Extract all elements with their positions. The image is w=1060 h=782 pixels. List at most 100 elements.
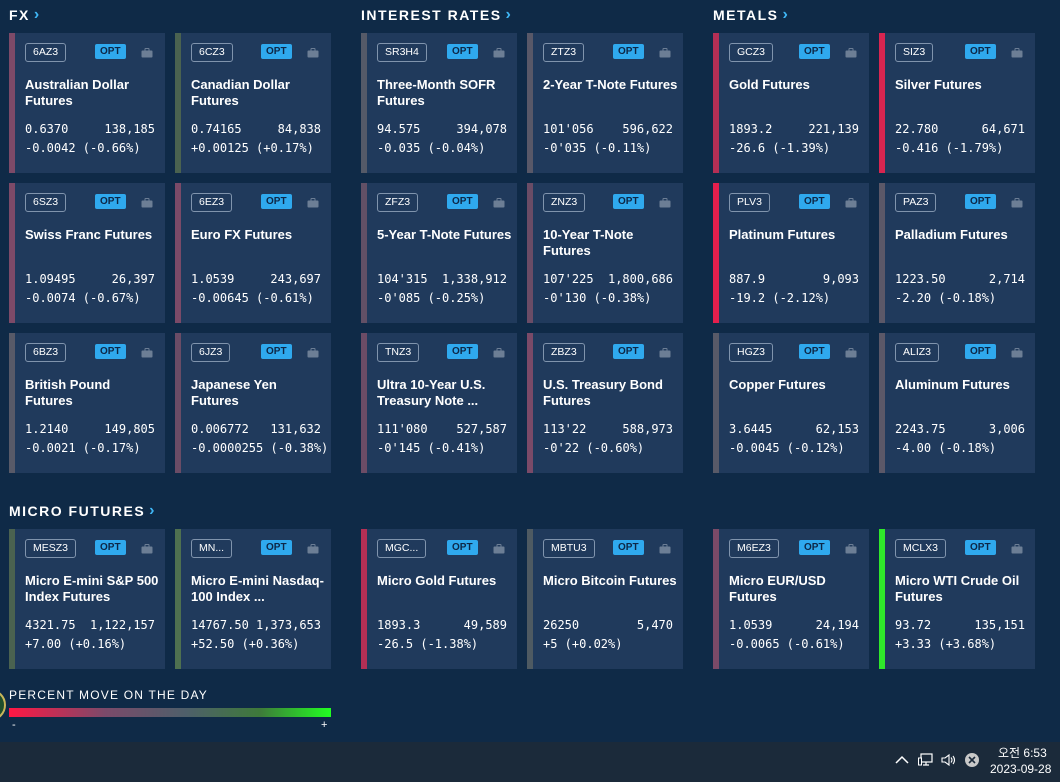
- symbol-badge[interactable]: 6SZ3: [25, 193, 67, 212]
- options-button[interactable]: OPT: [447, 44, 478, 59]
- briefcase-icon[interactable]: [659, 541, 671, 554]
- options-button[interactable]: OPT: [261, 44, 292, 59]
- contract-name[interactable]: Palladium Futures: [895, 227, 1008, 242]
- briefcase-icon[interactable]: [845, 45, 857, 58]
- options-button[interactable]: OPT: [95, 344, 126, 359]
- symbol-badge[interactable]: PAZ3: [895, 193, 937, 212]
- tray-chevron-up-icon[interactable]: [894, 752, 910, 768]
- contract-name[interactable]: U.S. Treasury Bond Futures: [543, 377, 663, 408]
- symbol-badge[interactable]: ZTZ3: [543, 43, 585, 62]
- contract-name[interactable]: Euro FX Futures: [191, 227, 293, 242]
- options-button[interactable]: OPT: [613, 540, 644, 555]
- symbol-badge[interactable]: PLV3: [729, 193, 770, 212]
- options-button[interactable]: OPT: [447, 344, 478, 359]
- futures-card[interactable]: 6AZ3 OPT Australian Dollar Futures 0.6370 13…: [9, 33, 165, 173]
- futures-card[interactable]: TNZ3 OPT Ultra 10-Year U.S. Treasury Note …: [361, 333, 517, 473]
- briefcase-icon[interactable]: [659, 195, 671, 208]
- briefcase-icon[interactable]: [493, 345, 505, 358]
- options-button[interactable]: OPT: [799, 194, 830, 209]
- briefcase-icon[interactable]: [141, 195, 153, 208]
- futures-card[interactable]: ZNZ3 OPT 10-Year T-Note Futures 107'225 1,80…: [527, 183, 683, 323]
- futures-card[interactable]: MCLX3 OPT Micro WTI Crude Oil Futures 93.72…: [879, 529, 1035, 669]
- futures-card[interactable]: 6SZ3 OPT Swiss Franc Futures 1.09495 26,397 -…: [9, 183, 165, 323]
- options-button[interactable]: OPT: [799, 540, 830, 555]
- options-button[interactable]: OPT: [261, 344, 292, 359]
- volume-icon[interactable]: [941, 752, 957, 768]
- symbol-badge[interactable]: 6JZ3: [191, 343, 231, 362]
- symbol-badge[interactable]: GCZ3: [729, 43, 774, 62]
- options-button[interactable]: OPT: [95, 194, 126, 209]
- futures-card[interactable]: SIZ3 OPT Silver Futures 22.780 64,671 -0.416 …: [879, 33, 1035, 173]
- symbol-badge[interactable]: 6EZ3: [191, 193, 233, 212]
- briefcase-icon[interactable]: [845, 541, 857, 554]
- symbol-badge[interactable]: 6BZ3: [25, 343, 67, 362]
- section-interest-rates[interactable]: INTEREST RATES ›: [361, 7, 512, 24]
- contract-name[interactable]: Micro WTI Crude Oil Futures: [895, 573, 1020, 604]
- options-button[interactable]: OPT: [447, 194, 478, 209]
- contract-name[interactable]: Platinum Futures: [729, 227, 836, 242]
- briefcase-icon[interactable]: [1011, 195, 1023, 208]
- contract-name[interactable]: Aluminum Futures: [895, 377, 1010, 392]
- symbol-badge[interactable]: TNZ3: [377, 343, 420, 362]
- contract-name[interactable]: Micro Gold Futures: [377, 573, 497, 588]
- contract-name[interactable]: Ultra 10-Year U.S. Treasury Note ...: [377, 377, 486, 408]
- symbol-badge[interactable]: 6AZ3: [25, 43, 67, 62]
- futures-card[interactable]: 6JZ3 OPT Japanese Yen Futures 0.006772 131,6…: [175, 333, 331, 473]
- futures-card[interactable]: ZFZ3 OPT 5-Year T-Note Futures 104'315 1,338…: [361, 183, 517, 323]
- contract-name[interactable]: Copper Futures: [729, 377, 826, 392]
- futures-card[interactable]: MBTU3 OPT Micro Bitcoin Futures 26250 5,470 +…: [527, 529, 683, 669]
- symbol-badge[interactable]: ZNZ3: [543, 193, 586, 212]
- options-button[interactable]: OPT: [965, 540, 996, 555]
- futures-card[interactable]: 6BZ3 OPT British Pound Futures 1.2140 149,80…: [9, 333, 165, 473]
- symbol-badge[interactable]: MGC...: [377, 539, 427, 558]
- options-button[interactable]: OPT: [447, 540, 478, 555]
- futures-card[interactable]: MESZ3 OPT Micro E-mini S&P 500 Index Futur…: [9, 529, 165, 669]
- contract-name[interactable]: Three-Month SOFR Futures: [377, 77, 496, 108]
- briefcase-icon[interactable]: [141, 345, 153, 358]
- futures-card[interactable]: ALIZ3 OPT Aluminum Futures 2243.75 3,006 -4.0…: [879, 333, 1035, 473]
- briefcase-icon[interactable]: [659, 45, 671, 58]
- contract-name[interactable]: 5-Year T-Note Futures: [377, 227, 512, 242]
- symbol-badge[interactable]: MESZ3: [25, 539, 77, 558]
- briefcase-icon[interactable]: [307, 45, 319, 58]
- symbol-badge[interactable]: ZFZ3: [377, 193, 419, 212]
- futures-card[interactable]: ZTZ3 OPT 2-Year T-Note Futures 101'056 596,6…: [527, 33, 683, 173]
- options-button[interactable]: OPT: [799, 344, 830, 359]
- options-button[interactable]: OPT: [95, 44, 126, 59]
- symbol-badge[interactable]: SIZ3: [895, 43, 934, 62]
- futures-card[interactable]: PAZ3 OPT Palladium Futures 1223.50 2,714 -2.2…: [879, 183, 1035, 323]
- futures-card[interactable]: ZBZ3 OPT U.S. Treasury Bond Futures 113'22 5…: [527, 333, 683, 473]
- network-icon[interactable]: [918, 752, 934, 768]
- futures-card[interactable]: HGZ3 OPT Copper Futures 3.6445 62,153 -0.0045…: [713, 333, 869, 473]
- futures-card[interactable]: MN... OPT Micro E-mini Nasdaq-100 Index ..…: [175, 529, 331, 669]
- options-button[interactable]: OPT: [613, 44, 644, 59]
- contract-name[interactable]: Swiss Franc Futures: [25, 227, 153, 242]
- symbol-badge[interactable]: SR3H4: [377, 43, 427, 62]
- briefcase-icon[interactable]: [141, 541, 153, 554]
- options-button[interactable]: OPT: [613, 344, 644, 359]
- symbol-badge[interactable]: HGZ3: [729, 343, 774, 362]
- briefcase-icon[interactable]: [493, 541, 505, 554]
- options-button[interactable]: OPT: [261, 194, 292, 209]
- futures-card[interactable]: MGC... OPT Micro Gold Futures 1893.3 49,589 -…: [361, 529, 517, 669]
- briefcase-icon[interactable]: [659, 345, 671, 358]
- contract-name[interactable]: British Pound Futures: [25, 377, 111, 408]
- futures-card[interactable]: SR3H4 OPT Three-Month SOFR Futures 94.575 39…: [361, 33, 517, 173]
- symbol-badge[interactable]: MBTU3: [543, 539, 595, 558]
- briefcase-icon[interactable]: [141, 45, 153, 58]
- briefcase-icon[interactable]: [307, 541, 319, 554]
- briefcase-icon[interactable]: [845, 195, 857, 208]
- options-button[interactable]: OPT: [965, 344, 996, 359]
- briefcase-icon[interactable]: [307, 195, 319, 208]
- briefcase-icon[interactable]: [1011, 345, 1023, 358]
- options-button[interactable]: OPT: [965, 194, 996, 209]
- contract-name[interactable]: Micro E-mini Nasdaq-100 Index ...: [191, 573, 324, 604]
- options-button[interactable]: OPT: [965, 44, 996, 59]
- symbol-badge[interactable]: M6EZ3: [729, 539, 779, 558]
- clock-time[interactable]: 오전 6:53: [998, 746, 1047, 760]
- briefcase-icon[interactable]: [845, 345, 857, 358]
- symbol-badge[interactable]: ALIZ3: [895, 343, 940, 362]
- contract-name[interactable]: 10-Year T-Note Futures: [543, 227, 634, 258]
- futures-card[interactable]: PLV3 OPT Platinum Futures 887.9 9,093 -19.2 (…: [713, 183, 869, 323]
- options-button[interactable]: OPT: [613, 194, 644, 209]
